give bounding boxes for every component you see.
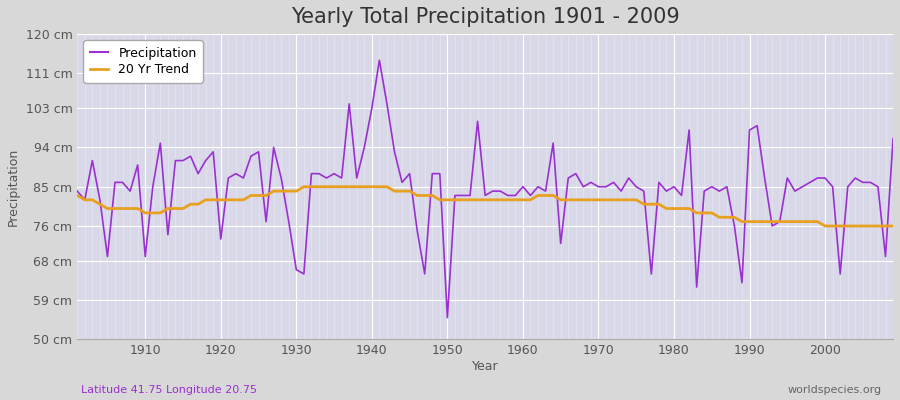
Text: worldspecies.org: worldspecies.org [788,385,882,395]
Legend: Precipitation, 20 Yr Trend: Precipitation, 20 Yr Trend [84,40,203,82]
Text: Latitude 41.75 Longitude 20.75: Latitude 41.75 Longitude 20.75 [81,385,257,395]
X-axis label: Year: Year [472,360,499,373]
Y-axis label: Precipitation: Precipitation [7,148,20,226]
Title: Yearly Total Precipitation 1901 - 2009: Yearly Total Precipitation 1901 - 2009 [291,7,680,27]
